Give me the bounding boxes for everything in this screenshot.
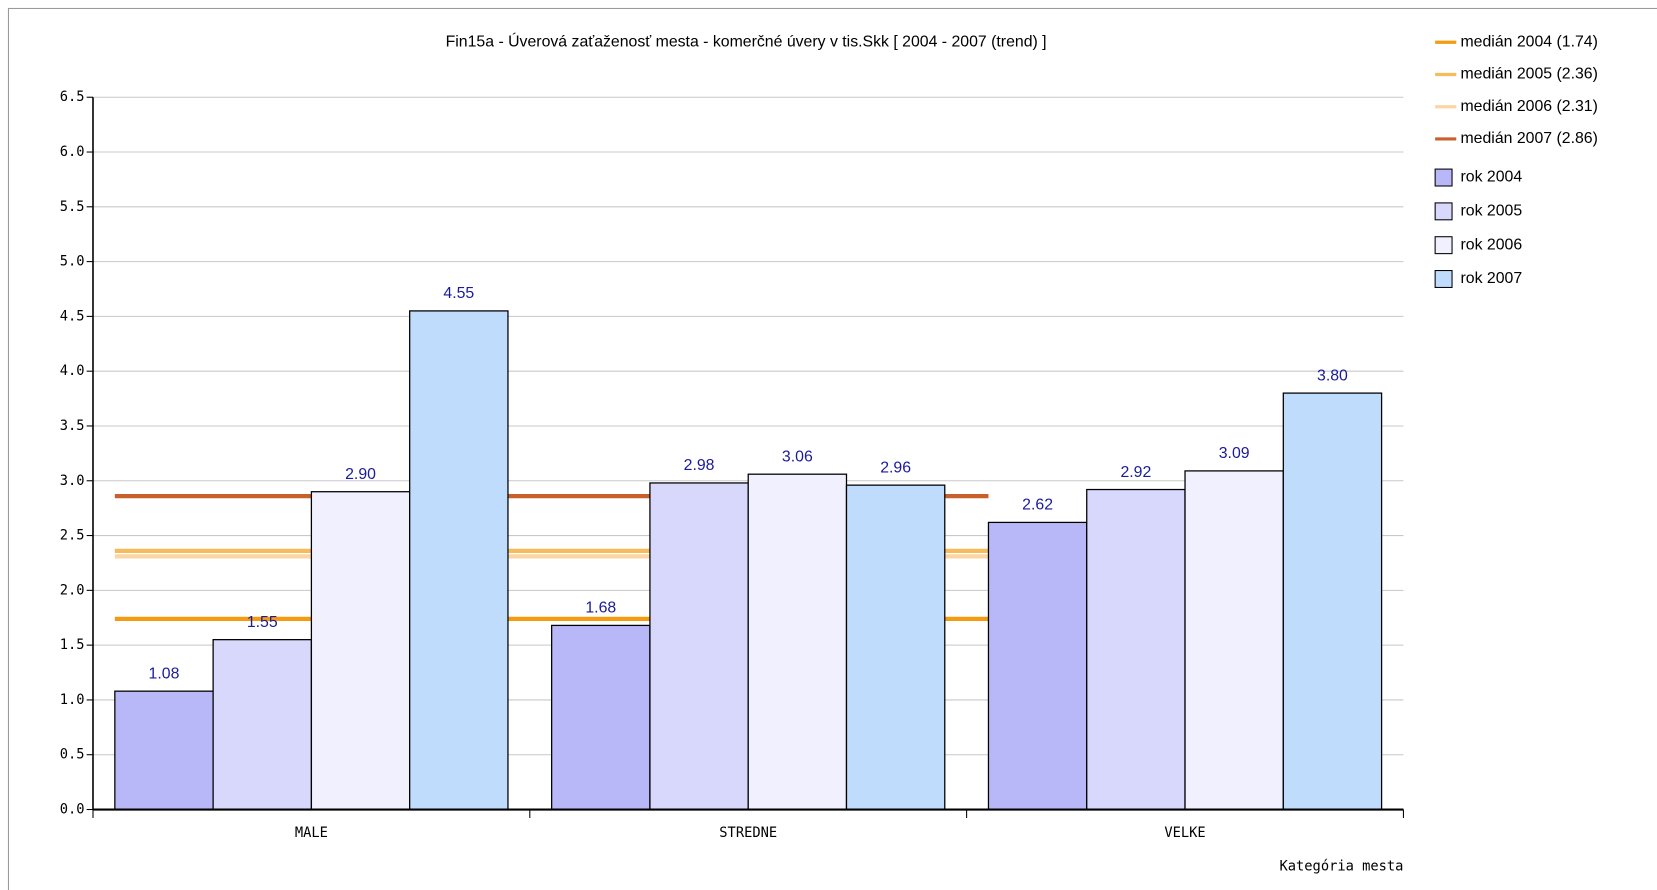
y-tick-label: 2.5 [60,528,85,544]
value-label: 1.68 [585,600,616,617]
legend-label: medián 2006 (2.31) [1460,98,1597,115]
bar [845,484,946,811]
value-label: 2.90 [345,466,376,483]
chart-body: Fin15a - Úverová zaťaženosť mesta - kome… [7,7,1657,890]
bar [1282,392,1383,811]
legend-label: rok 2004 [1460,169,1522,186]
bar [1184,470,1284,811]
y-tick-label: 1.0 [60,692,85,708]
x-tick-label: MALE [295,825,328,841]
y-tick-label: 5.0 [60,254,85,270]
value-label: 2.96 [880,459,911,476]
bar [649,482,749,811]
bar [551,624,651,811]
bar [1086,488,1186,811]
y-tick-label: 5.5 [60,199,85,215]
value-label: 2.92 [1120,464,1151,481]
y-tick-label: 6.0 [60,144,85,160]
legend-swatch [1434,202,1453,221]
value-label: 4.55 [443,285,474,302]
bar [409,310,509,811]
y-tick-label: 4.5 [60,308,85,324]
bar [747,473,848,811]
value-label: 3.80 [1317,367,1348,384]
y-tick-label: 3.0 [60,473,85,489]
legend-label: medián 2004 (1.74) [1460,33,1597,50]
bar [212,639,313,811]
y-tick-label: 4.0 [60,363,85,379]
y-tick-label: 6.5 [60,89,85,105]
y-tick-label: 1.5 [60,637,85,653]
bar [310,491,411,811]
legend-label: rok 2007 [1460,270,1522,287]
y-tick-label: 3.5 [60,418,85,434]
value-label: 3.06 [782,448,813,465]
bar [987,521,1088,811]
y-tick-label: 0.5 [60,747,85,763]
legend-label: rok 2005 [1460,203,1522,220]
legend-swatch [1434,270,1453,288]
bar [114,690,214,811]
value-label: 2.62 [1022,497,1053,514]
legend-swatch [1434,236,1453,255]
chart-title: Fin15a - Úverová zaťaženosť mesta - kome… [446,31,1047,50]
value-label: 2.98 [684,457,715,474]
x-tick-label: VELKE [1164,825,1205,841]
value-label: 3.09 [1219,445,1250,462]
y-tick-label: 0.0 [60,802,85,818]
legend-label: medián 2005 (2.36) [1460,66,1597,83]
frame [7,7,1657,890]
y-tick-label: 2.0 [60,582,85,598]
x-axis-label: Kategória mesta [1280,859,1404,875]
x-tick-label: STREDNE [719,825,777,841]
legend-label: rok 2006 [1460,236,1522,253]
value-label: 1.55 [247,614,278,631]
value-label: 1.08 [149,665,180,682]
legend-label: medián 2007 (2.86) [1460,130,1597,147]
legend-swatch [1434,168,1453,187]
